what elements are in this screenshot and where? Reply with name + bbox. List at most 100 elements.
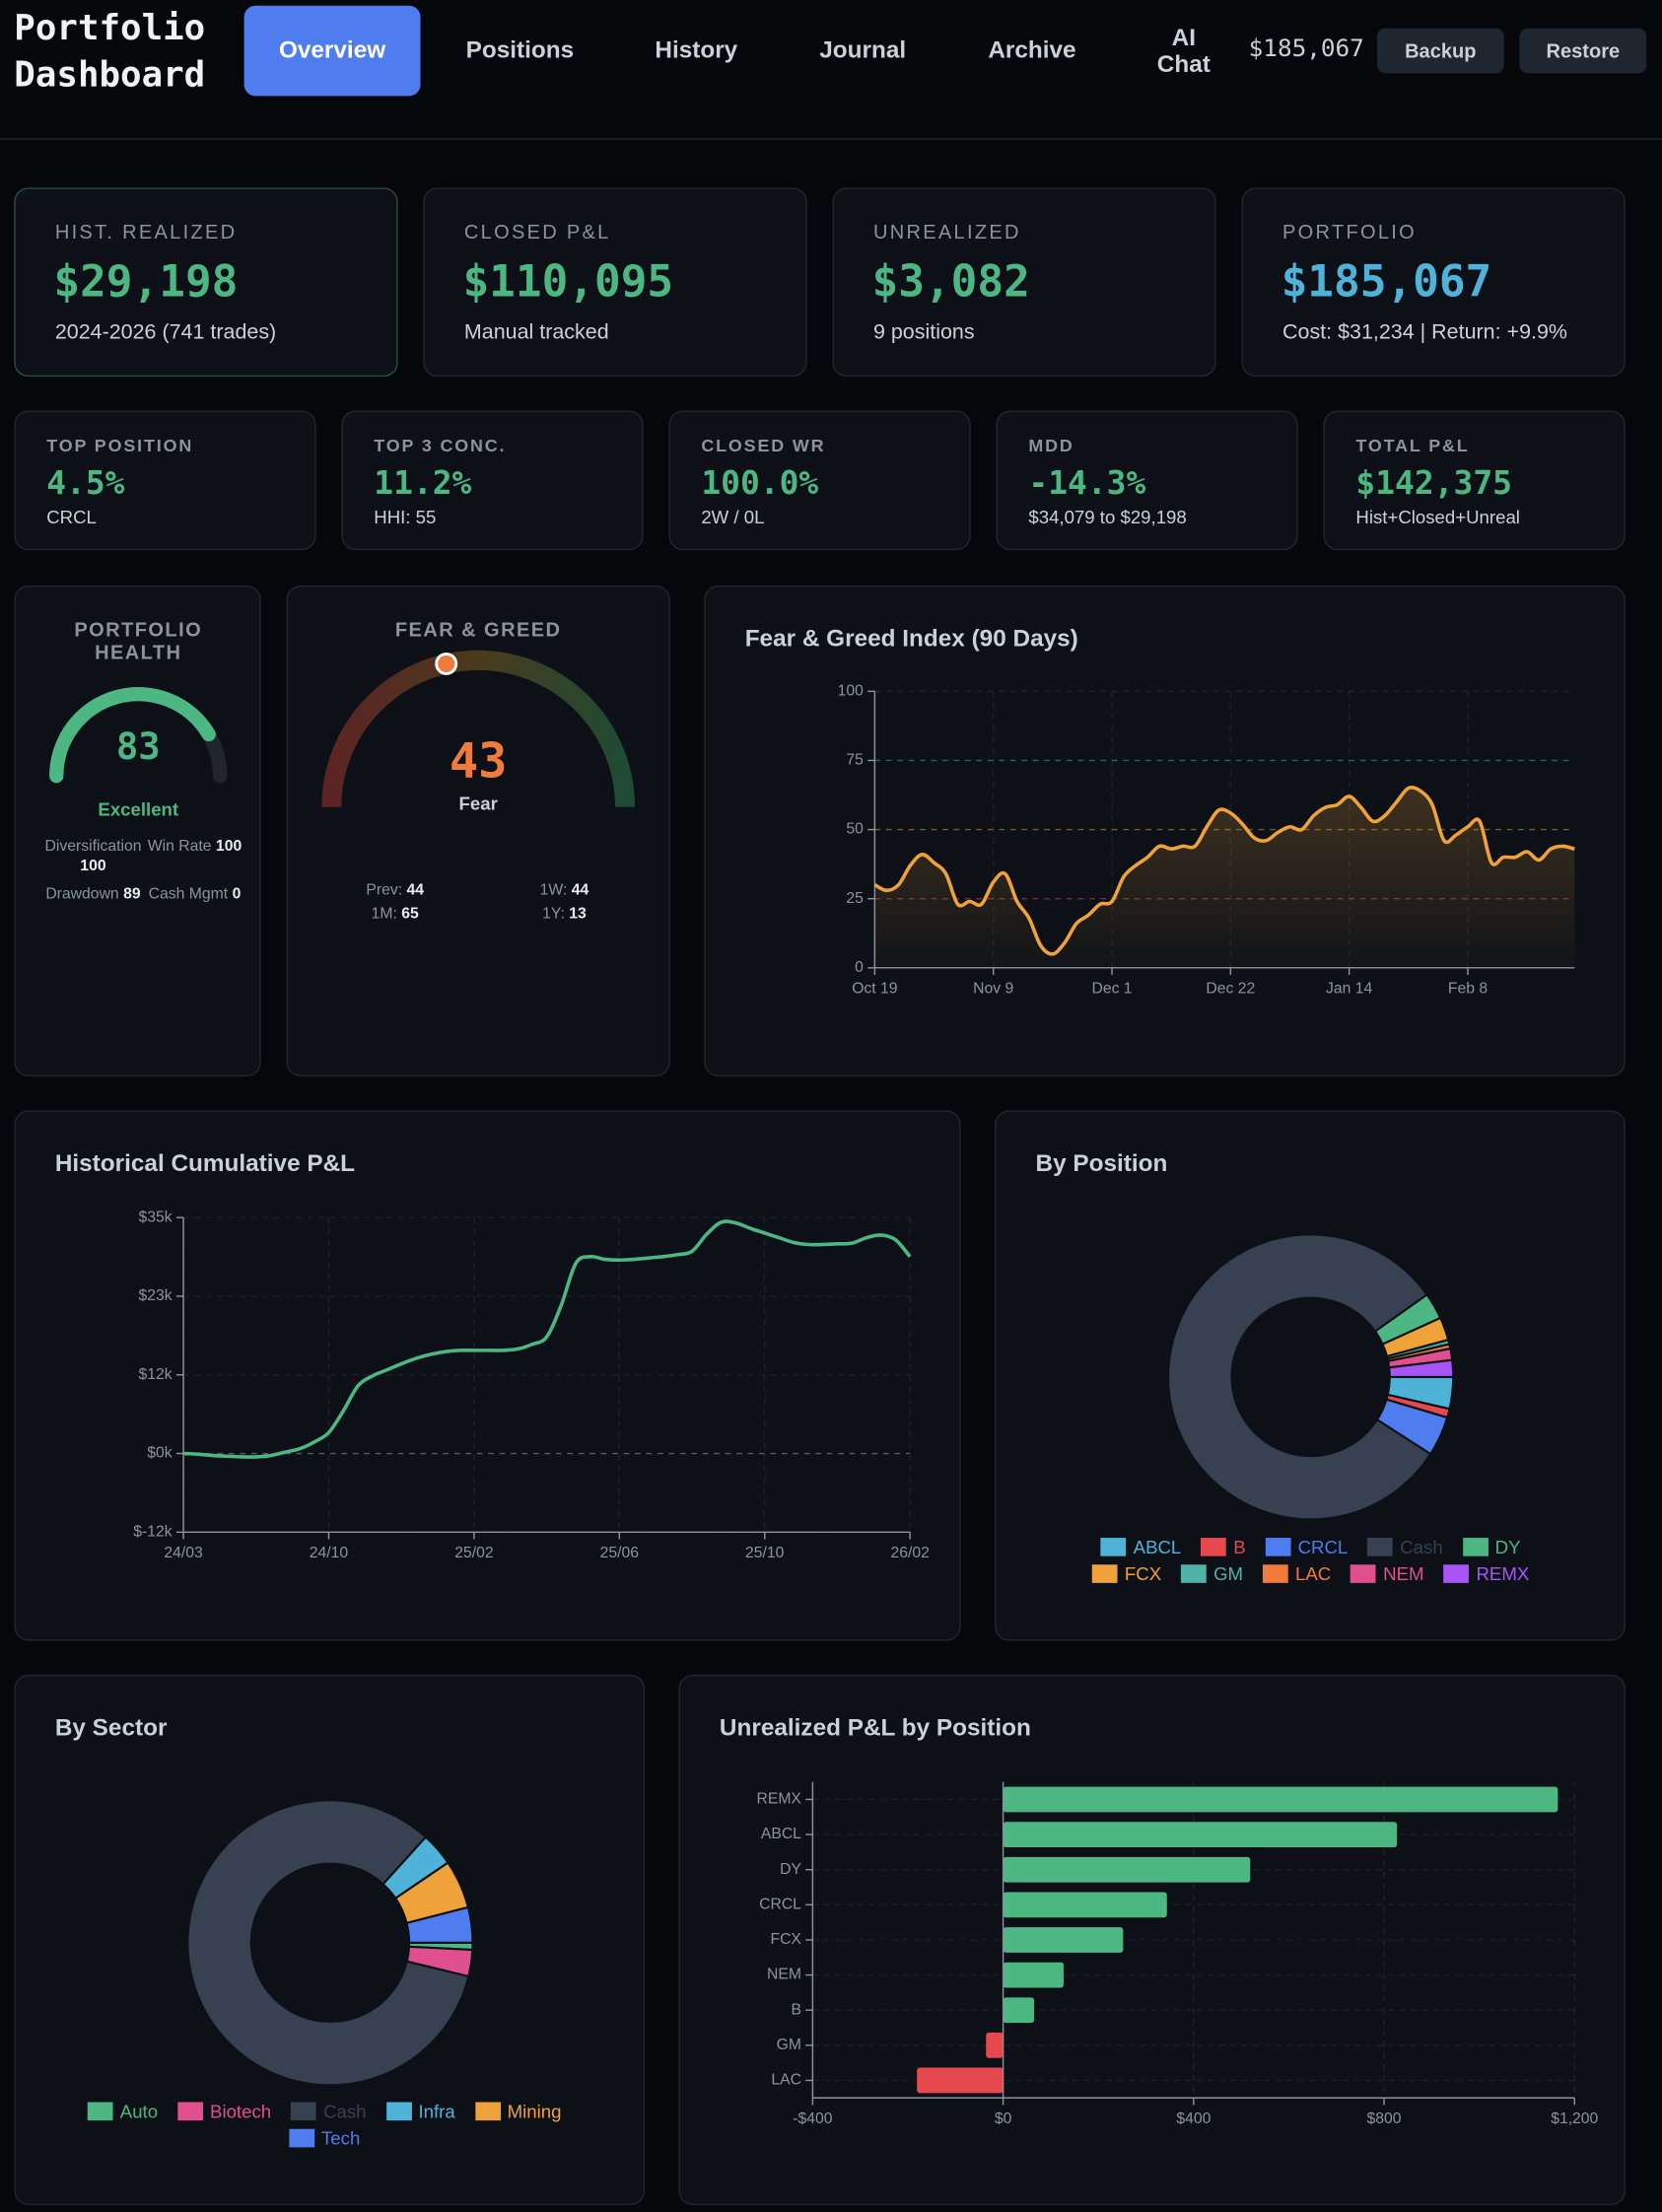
legend: ABCL B CRCL Cash DY FCX GM LAC NEM REMX: [1028, 1536, 1592, 1585]
card: [995, 1110, 1626, 1641]
bar: [986, 2032, 1004, 2058]
legend-swatch: [177, 2102, 203, 2121]
x-tick-label: $0: [995, 2110, 1012, 2127]
bar: [1003, 1927, 1124, 1953]
y-tick-label: REMX: [756, 1791, 801, 1808]
legend-item: DY: [1462, 1536, 1521, 1558]
history-value: 44: [571, 881, 589, 899]
health-metric: Diversification 100: [34, 837, 152, 876]
y-tick-label: $35k: [138, 1209, 172, 1225]
stat-value: -14.3%: [1028, 465, 1146, 503]
legend-label: Infra: [418, 2101, 455, 2122]
kpi-sub: Manual tracked: [463, 319, 609, 345]
y-tick-label: 0: [855, 959, 864, 976]
nav-tab[interactable]: Positions: [465, 36, 575, 64]
gauge-rating: Excellent: [98, 798, 179, 820]
card: [1323, 410, 1626, 551]
legend-item: Cash: [1367, 1537, 1443, 1557]
history-name: 1M:: [371, 905, 397, 924]
legend-item: LAC: [1263, 1563, 1331, 1584]
metric-name: Diversification: [44, 838, 142, 856]
y-tick-label: $-12k: [133, 1523, 172, 1540]
bar: [1003, 1822, 1398, 1847]
y-tick-label: FCX: [770, 1931, 801, 1948]
stat-label: TOTAL P&L: [1355, 436, 1470, 456]
legend-swatch: [1263, 1564, 1288, 1583]
y-tick-label: ABCL: [761, 1826, 801, 1842]
metric-name: Win Rate: [147, 838, 212, 856]
legend-swatch: [1091, 1564, 1118, 1583]
nav-tab[interactable]: Journal: [819, 36, 907, 64]
kpi-value: $3,082: [871, 256, 1030, 309]
gauge-title: FEAR & GREED: [394, 617, 562, 641]
y-tick-label: $23k: [138, 1287, 172, 1304]
legend-item: Biotech: [177, 2101, 272, 2122]
card: [668, 410, 971, 551]
health-metric: Cash Mgmt 0: [141, 884, 248, 904]
x-tick-label: 24/10: [310, 1545, 349, 1561]
legend-label: Biotech: [210, 2101, 272, 2122]
metric-value: 100: [215, 838, 242, 856]
legend-swatch: [291, 2102, 316, 2121]
y-tick-label: CRCL: [759, 1896, 801, 1912]
y-tick-label: $0k: [147, 1445, 173, 1462]
legend-swatch: [1443, 1564, 1470, 1583]
legend-item: GM: [1181, 1563, 1243, 1584]
legend-label: DY: [1494, 1536, 1521, 1558]
x-tick-label: Jan 14: [1326, 980, 1372, 997]
legend-swatch: [1265, 1538, 1291, 1556]
y-tick-label: $12k: [138, 1366, 172, 1383]
y-tick-label: B: [791, 2001, 801, 2018]
legend-label: ABCL: [1133, 1536, 1182, 1558]
card: [14, 585, 261, 1077]
card: [14, 410, 316, 551]
kpi-value: $110,095: [462, 256, 674, 309]
line: [873, 785, 1575, 956]
legend-swatch: [1201, 1538, 1227, 1556]
legend-label: FCX: [1124, 1562, 1162, 1585]
stat-value: 100.0%: [701, 465, 819, 503]
history-value: 44: [406, 881, 425, 899]
y-tick-label: GM: [777, 2037, 801, 2053]
legend-label: LAC: [1295, 1562, 1332, 1585]
bar: [1003, 1786, 1558, 1813]
metric-value: 0: [232, 885, 242, 903]
kpi-value: $185,067: [1281, 256, 1492, 309]
legend-swatch: [385, 2102, 412, 2121]
line-area: [874, 787, 1575, 968]
history-value: 65: [401, 905, 419, 924]
gauge-marker: [435, 652, 458, 675]
legend-label: CRCL: [1297, 1536, 1349, 1558]
nav-tab[interactable]: AI Chat: [1156, 24, 1211, 78]
chart-title: Unrealized P&L by Position: [719, 1713, 1031, 1742]
nav-tab[interactable]: Overview: [243, 5, 421, 97]
metric-name: Cash Mgmt: [148, 885, 229, 903]
nav-tab[interactable]: Archive: [988, 36, 1076, 64]
legend-swatch: [1367, 1538, 1394, 1556]
pie-slice: [186, 1799, 470, 2087]
stat-label: MDD: [1028, 436, 1074, 456]
legend-item: Mining: [474, 2101, 561, 2122]
legend-item: REMX: [1443, 1563, 1529, 1584]
kpi-label: PORTFOLIO: [1281, 220, 1418, 243]
x-tick-label: Dec 22: [1206, 980, 1255, 997]
legend-item: ABCL: [1100, 1536, 1182, 1558]
x-tick-label: -$400: [793, 2110, 832, 2127]
pie-slice: [405, 1905, 474, 1944]
legend-label: Tech: [320, 2127, 361, 2149]
y-tick-label: 100: [838, 682, 865, 699]
chart-title: By Sector: [54, 1713, 168, 1742]
gauge-track: [321, 650, 636, 807]
backup-button[interactable]: Backup: [1376, 28, 1504, 74]
restore-button[interactable]: Restore: [1519, 28, 1647, 74]
legend-label: NEM: [1383, 1562, 1424, 1585]
legend-swatch: [1350, 1564, 1377, 1583]
history-name: 1W:: [539, 881, 568, 899]
fg-history: 1W: 44: [494, 882, 635, 899]
history-value: 13: [569, 905, 587, 924]
stat-label: TOP 3 CONC.: [374, 436, 507, 456]
nav-tab[interactable]: History: [655, 36, 738, 64]
